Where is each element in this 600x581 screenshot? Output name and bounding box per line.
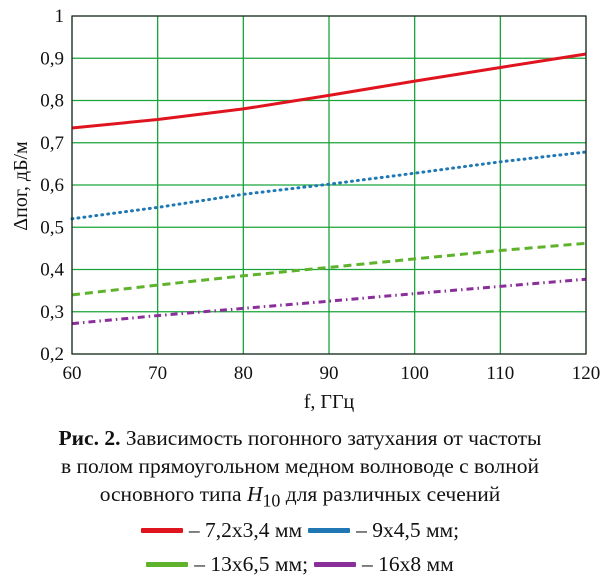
y-tick-label: 0,8 (40, 91, 64, 112)
caption-line-1: Рис. 2. Зависимость погонного затухания … (0, 424, 600, 452)
x-tick-label: 120 (572, 363, 600, 384)
legend-row-1: – 7,2x3,4 мм – 9x4,5 мм; (0, 513, 600, 547)
chart: 0,2 0,3 0,4 0,5 0,6 0,7 0,8 0,9 1 60 70 80 90 100 110… (10, 6, 600, 413)
legend-label: – 7,2x3,4 мм (188, 518, 303, 542)
series-layer (70, 52, 588, 326)
x-tick-label: 60 (63, 363, 82, 384)
series-line-4 (71, 277, 587, 326)
y-tick-label: 0,2 (40, 344, 64, 365)
legend: – 7,2x3,4 мм – 9x4,5 мм; – 13x6,5 мм; – … (0, 513, 600, 581)
y-tick-label: 0,6 (40, 175, 64, 196)
legend-entry: – 9x4,5 мм; (308, 513, 459, 547)
y-tick-label: 1 (55, 6, 65, 27)
legend-swatch (308, 527, 351, 533)
legend-swatch (314, 561, 357, 567)
y-tick-label: 0,7 (40, 133, 64, 154)
caption-label: Рис. 2. (58, 426, 121, 450)
x-axis-label: f, ГГц (304, 391, 355, 413)
caption-text-3b: для различных сечений (280, 482, 501, 506)
y-tick-label: 0,9 (40, 48, 64, 69)
plot-frame (71, 15, 587, 355)
x-tick-label: 90 (320, 363, 339, 384)
legend-swatch (146, 561, 189, 567)
series-line-1 (71, 52, 587, 130)
mode-subscript: 10 (262, 490, 281, 511)
caption-line-2: в полом прямоугольном медном волноводе с… (60, 454, 540, 478)
y-tick-labels: 0,2 0,3 0,4 0,5 0,6 0,7 0,8 0,9 1 (40, 6, 64, 365)
y-axis-label: Δпог, дБ/м (10, 141, 32, 231)
legend-label: – 13x6,5 мм; (194, 552, 309, 576)
legend-row-2: – 13x6,5 мм; – 16x8 мм (0, 547, 600, 581)
y-tick-label: 0,5 (40, 217, 64, 238)
x-tick-labels: 60 70 80 90 100 110 120 (63, 363, 600, 384)
caption-line-3: основного типа H10 для различных сечений (0, 480, 600, 514)
caption-text-3a: основного типа (99, 482, 247, 506)
caption-text-1: Зависимость погонного затухания от часто… (120, 426, 542, 450)
x-tick-label: 110 (486, 363, 514, 384)
figure-caption: Рис. 2. Зависимость погонного затухания … (0, 424, 600, 514)
legend-swatch (140, 527, 183, 533)
x-tick-label: 100 (400, 363, 429, 384)
legend-label: – 16x8 мм (362, 552, 454, 576)
y-tick-label: 0,4 (40, 260, 64, 281)
mode-symbol: H (246, 482, 263, 506)
x-tick-label: 70 (148, 363, 167, 384)
legend-entry: – 16x8 мм (314, 547, 454, 581)
y-tick-label: 0,3 (40, 302, 64, 323)
legend-label: – 9x4,5 мм; (356, 518, 460, 542)
legend-entry: – 13x6,5 мм; (146, 547, 308, 581)
series-line-2 (70, 150, 588, 221)
series-line-3 (71, 241, 587, 297)
legend-entry: – 7,2x3,4 мм (140, 513, 303, 547)
x-tick-label: 80 (234, 363, 253, 384)
